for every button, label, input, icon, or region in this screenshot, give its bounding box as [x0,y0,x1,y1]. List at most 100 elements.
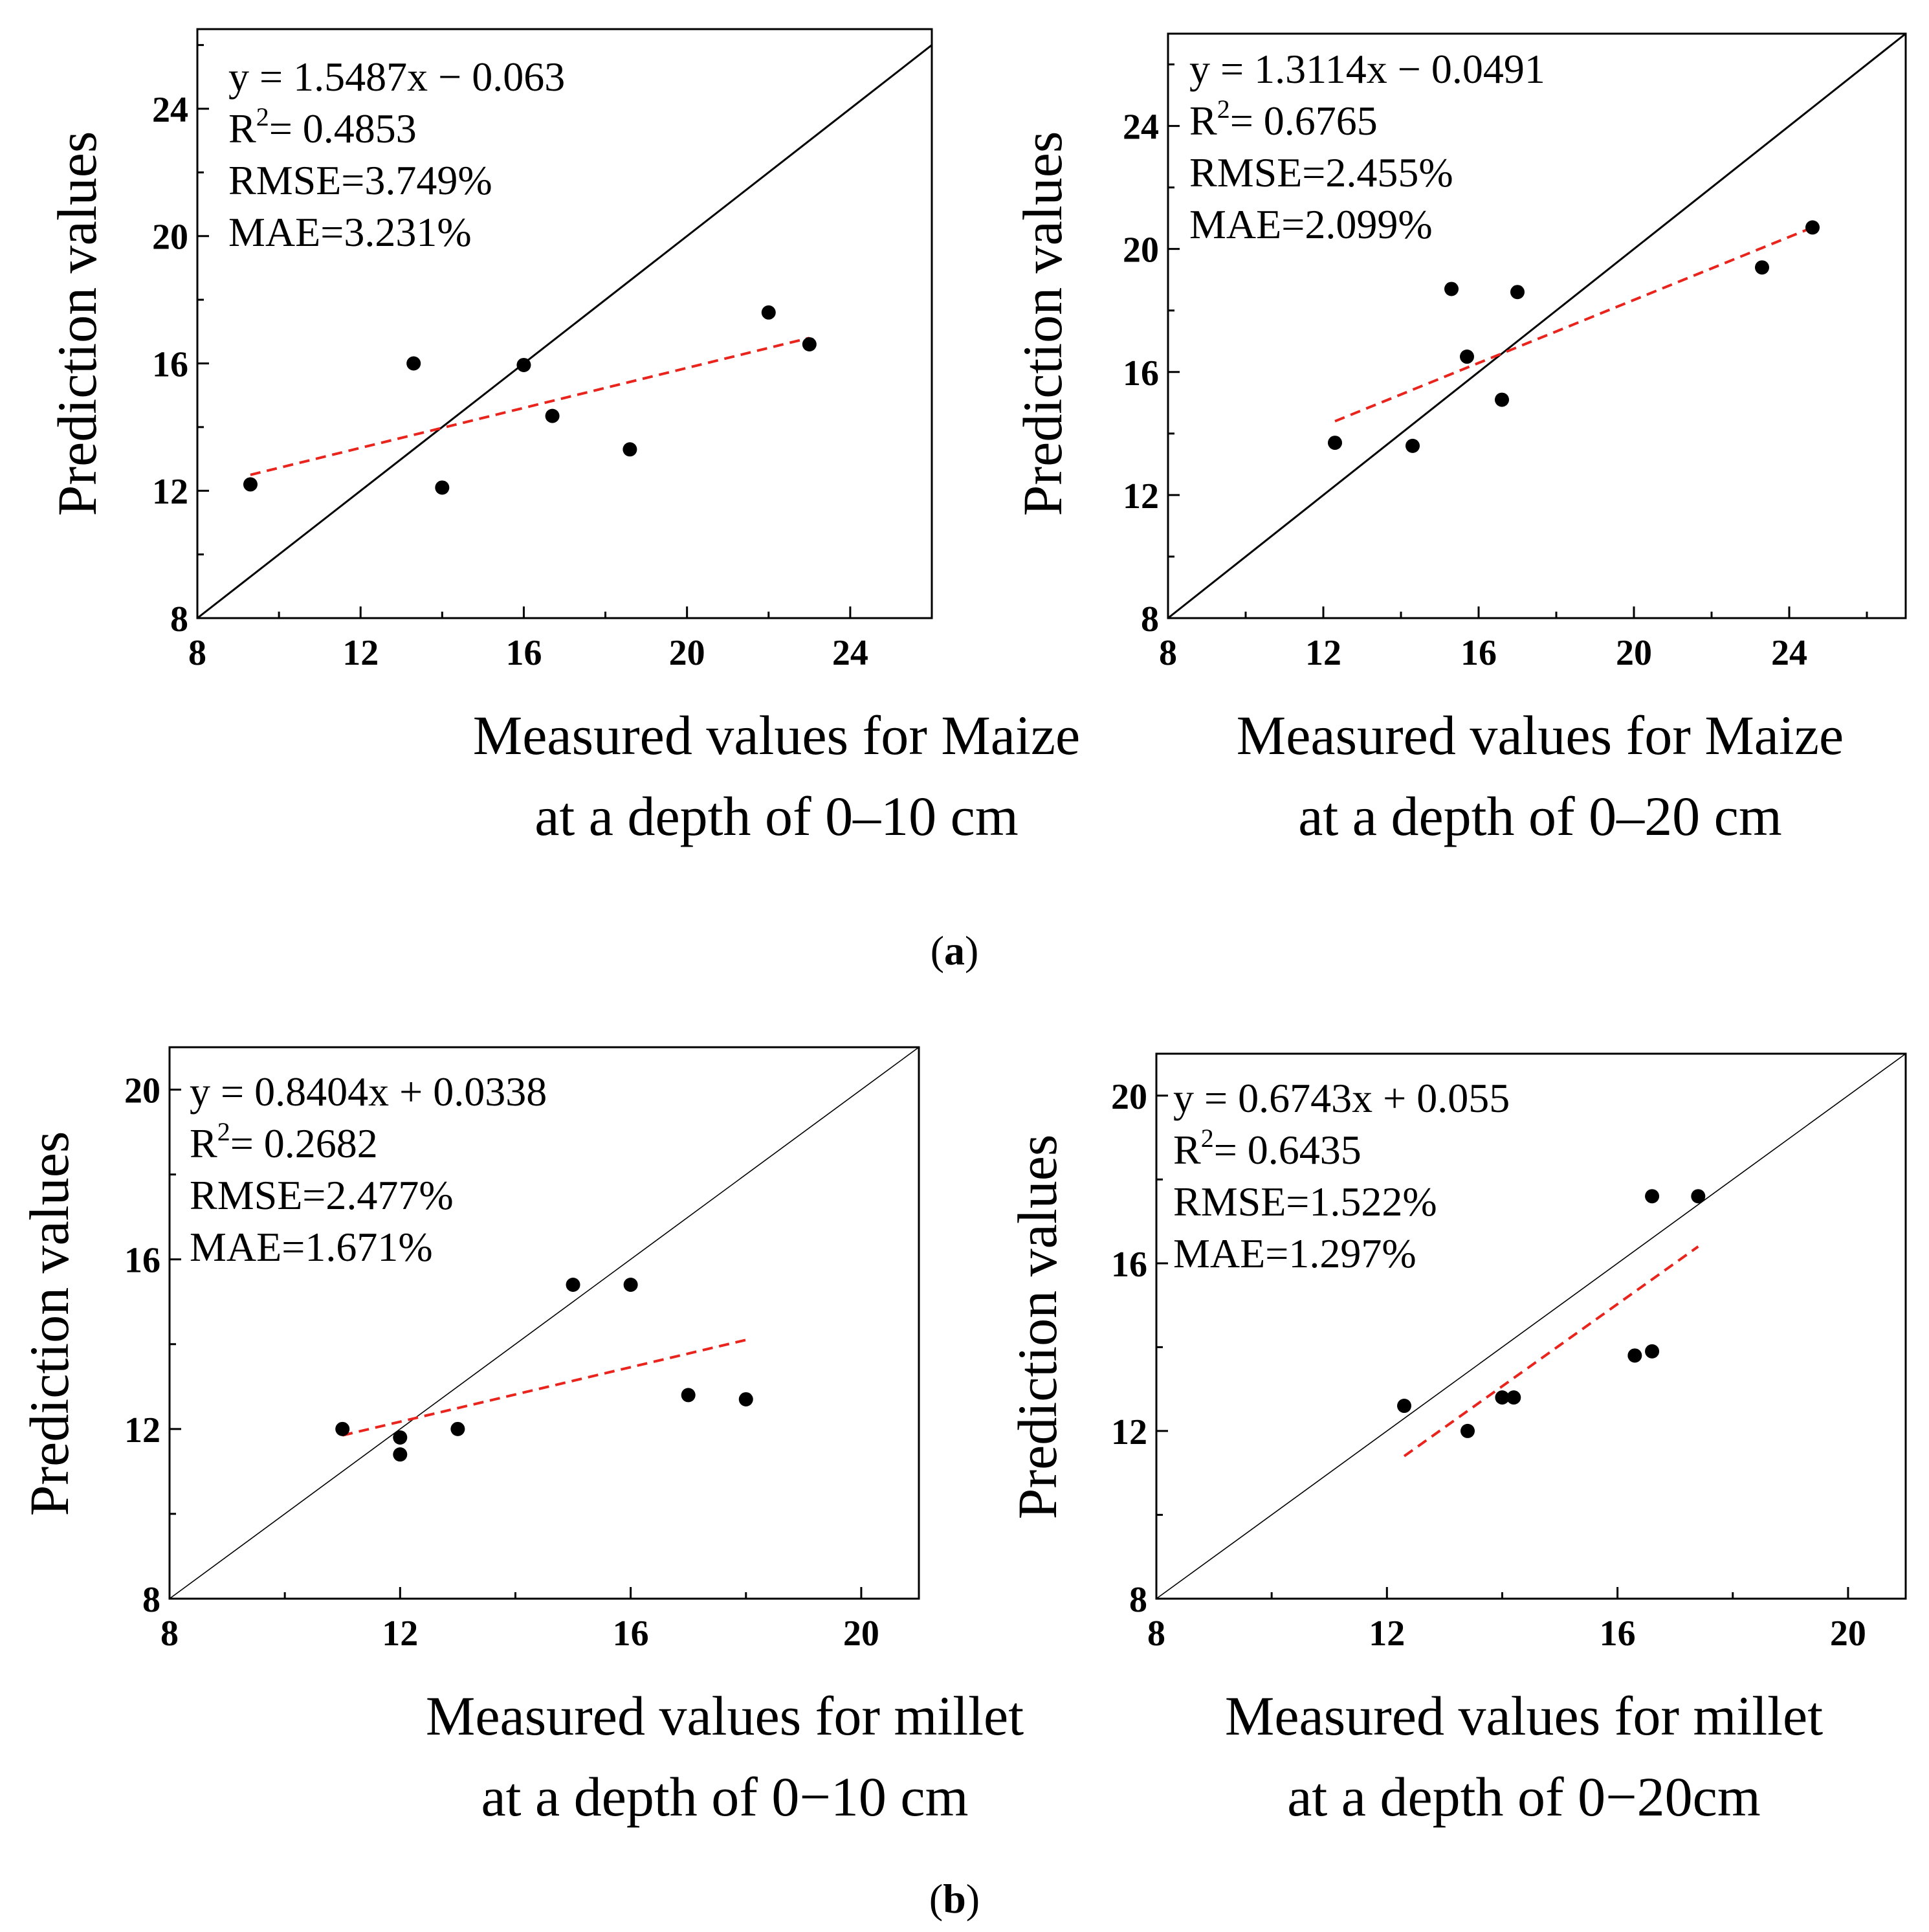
y-tick-label: 20 [1111,1077,1147,1117]
plot-frame [1167,32,1907,619]
data-point [1460,350,1474,364]
x-tick-label: 8 [1159,633,1177,673]
data-point [738,1392,753,1406]
data-point [761,305,776,320]
x-tick-label: 20 [1616,633,1652,673]
panel-label-a: (a) [931,927,979,973]
data-point [393,1430,408,1445]
x-axis-title-line: Measured values for Maize [1237,704,1844,766]
y-tick-label: 12 [1111,1412,1147,1452]
identity-line [1156,1053,1906,1599]
r2-superscript: 2 [256,102,269,131]
equation-text: y = 0.8404x + 0.0338 [190,1069,547,1115]
mae-text: MAE=2.099% [1189,201,1433,247]
y-tick-label: 12 [152,472,188,512]
x-axis-title-line: Measured values for millet [1225,1685,1823,1747]
fit-line [1403,1245,1699,1458]
data-point [1461,1423,1475,1438]
data-point [566,1278,580,1293]
data-point [802,337,817,351]
equation-text: y = 1.3114x − 0.0491 [1189,46,1545,92]
x-axis-title-line: Measured values for Maize [473,704,1080,766]
x-tick-label: 24 [832,633,868,673]
fit-line [342,1338,747,1437]
x-tick-label: 24 [1771,633,1807,673]
r2-prefix: R [190,1120,217,1166]
r2-superscript: 2 [1217,94,1230,124]
data-point [1328,436,1342,450]
x-tick-label: 20 [1830,1614,1866,1654]
y-tick-label: 8 [142,1580,160,1620]
x-tick-label: 12 [1305,633,1341,673]
data-point [516,357,531,372]
r2-value: = 0.2682 [230,1120,378,1166]
x-tick-label: 8 [188,633,206,673]
y-tick-label: 24 [1123,107,1159,148]
x-axis-title-line: at a depth of 0−10 cm [481,1766,968,1828]
plot-frame [168,1046,920,1600]
data-point [1805,220,1820,235]
x-tick-label: 16 [1600,1614,1636,1654]
data-point [1495,1390,1510,1405]
x-tick-label: 12 [382,1614,418,1654]
x-tick-label: 16 [1461,633,1497,673]
y-tick-label: 16 [152,344,188,384]
y-tick-label: 8 [170,599,188,639]
r2-prefix: R [1173,1127,1201,1173]
r2-text: R2= 0.6435 [1173,1124,1361,1173]
data-point [1510,285,1525,300]
data-point [1645,1189,1660,1204]
x-tick-label: 12 [342,633,379,673]
mae-text: MAE=1.297% [1173,1230,1416,1276]
identity-line [197,44,932,619]
y-axis-title: Prediction values [46,131,108,516]
r2-superscript: 2 [217,1117,230,1146]
data-point [1444,282,1459,296]
data-point [406,356,421,371]
y-tick-label: 8 [1129,1580,1147,1620]
x-tick-label: 20 [843,1614,879,1654]
data-point [450,1421,465,1436]
x-tick-label: 12 [1369,1614,1405,1654]
r2-value: = 0.6435 [1214,1127,1361,1173]
data-point [1645,1344,1660,1359]
r2-text: R2= 0.6765 [1189,94,1378,144]
y-tick-label: 12 [124,1410,160,1450]
equation-text: y = 1.5487x − 0.063 [228,54,565,100]
data-point [1755,260,1769,275]
identity-line [169,1047,920,1599]
data-point [1495,392,1509,407]
r2-text: R2= 0.2682 [190,1117,378,1166]
data-point [1691,1189,1706,1204]
panel-label-b: (b) [929,1876,980,1922]
data-point [1405,438,1420,453]
x-axis-title-line: at a depth of 0−20cm [1287,1766,1761,1828]
y-tick-label: 16 [124,1241,160,1281]
y-tick-label: 16 [1111,1245,1147,1285]
r2-superscript: 2 [1201,1124,1214,1153]
r2-value: = 0.4853 [269,105,417,151]
y-tick-label: 20 [152,217,188,258]
data-point [243,477,258,492]
rmse-text: RMSE=2.455% [1189,150,1453,195]
r2-prefix: R [228,105,256,151]
x-tick-label: 16 [505,633,542,673]
fit-line [1334,226,1813,423]
x-axis-title-line: at a depth of 0–10 cm [535,785,1019,847]
data-point [681,1388,696,1403]
x-axis-title-line: at a depth of 0–20 cm [1298,785,1782,847]
r2-prefix: R [1189,98,1217,144]
data-point [623,1278,638,1293]
x-tick-label: 16 [613,1614,649,1654]
r2-value: = 0.6765 [1230,98,1378,144]
data-point [435,480,450,495]
x-axis-title-line: Measured values for millet [426,1685,1024,1747]
y-tick-label: 20 [1123,230,1159,271]
equation-text: y = 0.6743x + 0.055 [1173,1075,1510,1121]
data-point [335,1421,350,1436]
identity-line [1167,32,1906,619]
